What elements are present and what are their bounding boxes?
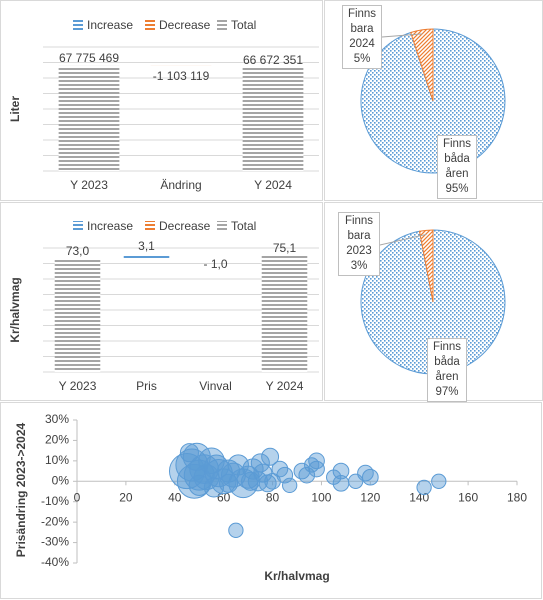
y-axis-title: Liter: [8, 96, 22, 122]
y-tick-label: 10%: [45, 453, 69, 467]
panel: [0, 0, 323, 201]
x-tick-label: 0: [74, 490, 81, 504]
y-tick-label: -20%: [41, 514, 69, 528]
x-tick-label: Pris: [136, 379, 157, 393]
panel: [0, 202, 323, 401]
bubble: [241, 471, 261, 491]
bar: [54, 258, 101, 372]
y-tick-label: 30%: [45, 412, 69, 426]
legend-label: Total: [231, 219, 256, 233]
bar: [123, 254, 170, 259]
y-tick-label: -30%: [41, 535, 69, 549]
y-tick-label: -40%: [41, 555, 69, 569]
bubble: [203, 477, 224, 498]
x-tick-label: 40: [168, 490, 182, 504]
legend-label: Increase: [87, 18, 133, 32]
bubble: [261, 447, 280, 466]
bar: [150, 65, 212, 68]
legend-label: Decrease: [159, 219, 211, 233]
bubble: [219, 473, 239, 493]
x-tick-label: Vinval: [199, 379, 231, 393]
x-tick-label: 80: [266, 490, 280, 504]
legend-swatch: [145, 20, 155, 30]
x-tick-label: 180: [507, 490, 527, 504]
x-tick-label: Ändring: [160, 178, 201, 192]
slice-value: 5%: [353, 53, 371, 65]
legend-swatch: [73, 20, 83, 30]
y-tick-label: 20%: [45, 433, 69, 447]
value-label: 66 672 351: [243, 53, 303, 67]
legend-swatch: [217, 20, 227, 30]
bar: [58, 65, 120, 171]
y-axis-title: Kr/halvmag: [8, 277, 22, 342]
x-tick-label: 120: [360, 490, 380, 504]
slice-value: 97%: [435, 386, 459, 398]
slice-name: Finns båda åren: [432, 341, 462, 383]
legend-label: Total: [231, 18, 256, 32]
bubble: [179, 443, 199, 463]
value-label: 67 775 469: [59, 51, 119, 65]
pie-label: Finns båda åren 97%: [427, 338, 467, 402]
pie-slice: [418, 229, 434, 303]
value-label: 3,1: [138, 239, 155, 253]
x-tick-label: Y 2024: [266, 379, 304, 393]
pie-label: Finns bara 2023 3%: [338, 212, 380, 276]
value-label: -1 103 119: [153, 69, 210, 83]
x-tick-label: Y 2023: [59, 379, 97, 393]
value-label: - 1,0: [203, 257, 227, 271]
value-label: 75,1: [273, 241, 297, 255]
legend-label: Decrease: [159, 18, 211, 32]
x-tick-label: 20: [119, 490, 133, 504]
pie-label: Finns båda åren 95%: [437, 135, 477, 199]
x-tick-label: Y 2024: [254, 178, 292, 192]
pie-slice: [410, 28, 434, 102]
legend-swatch: [145, 221, 155, 231]
legend-swatch: [73, 221, 83, 231]
slice-name: Finns båda åren: [442, 138, 472, 180]
pie-label: Finns bara 2024 5%: [342, 5, 382, 69]
leader-line: [379, 233, 427, 246]
value-label: 73,0: [66, 244, 90, 258]
slice-value: 95%: [445, 183, 469, 195]
bubble: [228, 522, 244, 538]
bubble: [264, 472, 281, 490]
bubble: [298, 466, 316, 484]
x-tick-label: Y 2023: [70, 178, 108, 192]
bar: [192, 254, 239, 256]
bubble: [282, 477, 298, 494]
bubble: [431, 473, 447, 489]
bar: [261, 255, 308, 372]
slice-name: Finns bara 2024: [347, 8, 377, 50]
legend-label: Increase: [87, 219, 133, 233]
bubble: [332, 474, 350, 492]
bar: [242, 67, 304, 171]
bubble: [361, 468, 379, 486]
slice-name: Finns bara 2023: [344, 215, 374, 257]
bubble: [416, 479, 432, 496]
bubble: [242, 458, 264, 480]
x-axis-title: Kr/halvmag: [264, 569, 329, 583]
slice-value: 3%: [350, 260, 368, 272]
legend-swatch: [217, 221, 227, 231]
x-tick-label: 140: [409, 490, 429, 504]
x-tick-label: 100: [311, 490, 331, 504]
bubble: [308, 460, 325, 478]
panel: [0, 402, 542, 599]
leader-line: [381, 33, 423, 38]
y-tick-label: -10%: [41, 494, 69, 508]
y-axis-title: Prisändring 2023->2024: [14, 422, 28, 557]
y-tick-label: 0%: [52, 473, 70, 487]
x-tick-label: 160: [458, 490, 478, 504]
bubble: [332, 462, 350, 480]
